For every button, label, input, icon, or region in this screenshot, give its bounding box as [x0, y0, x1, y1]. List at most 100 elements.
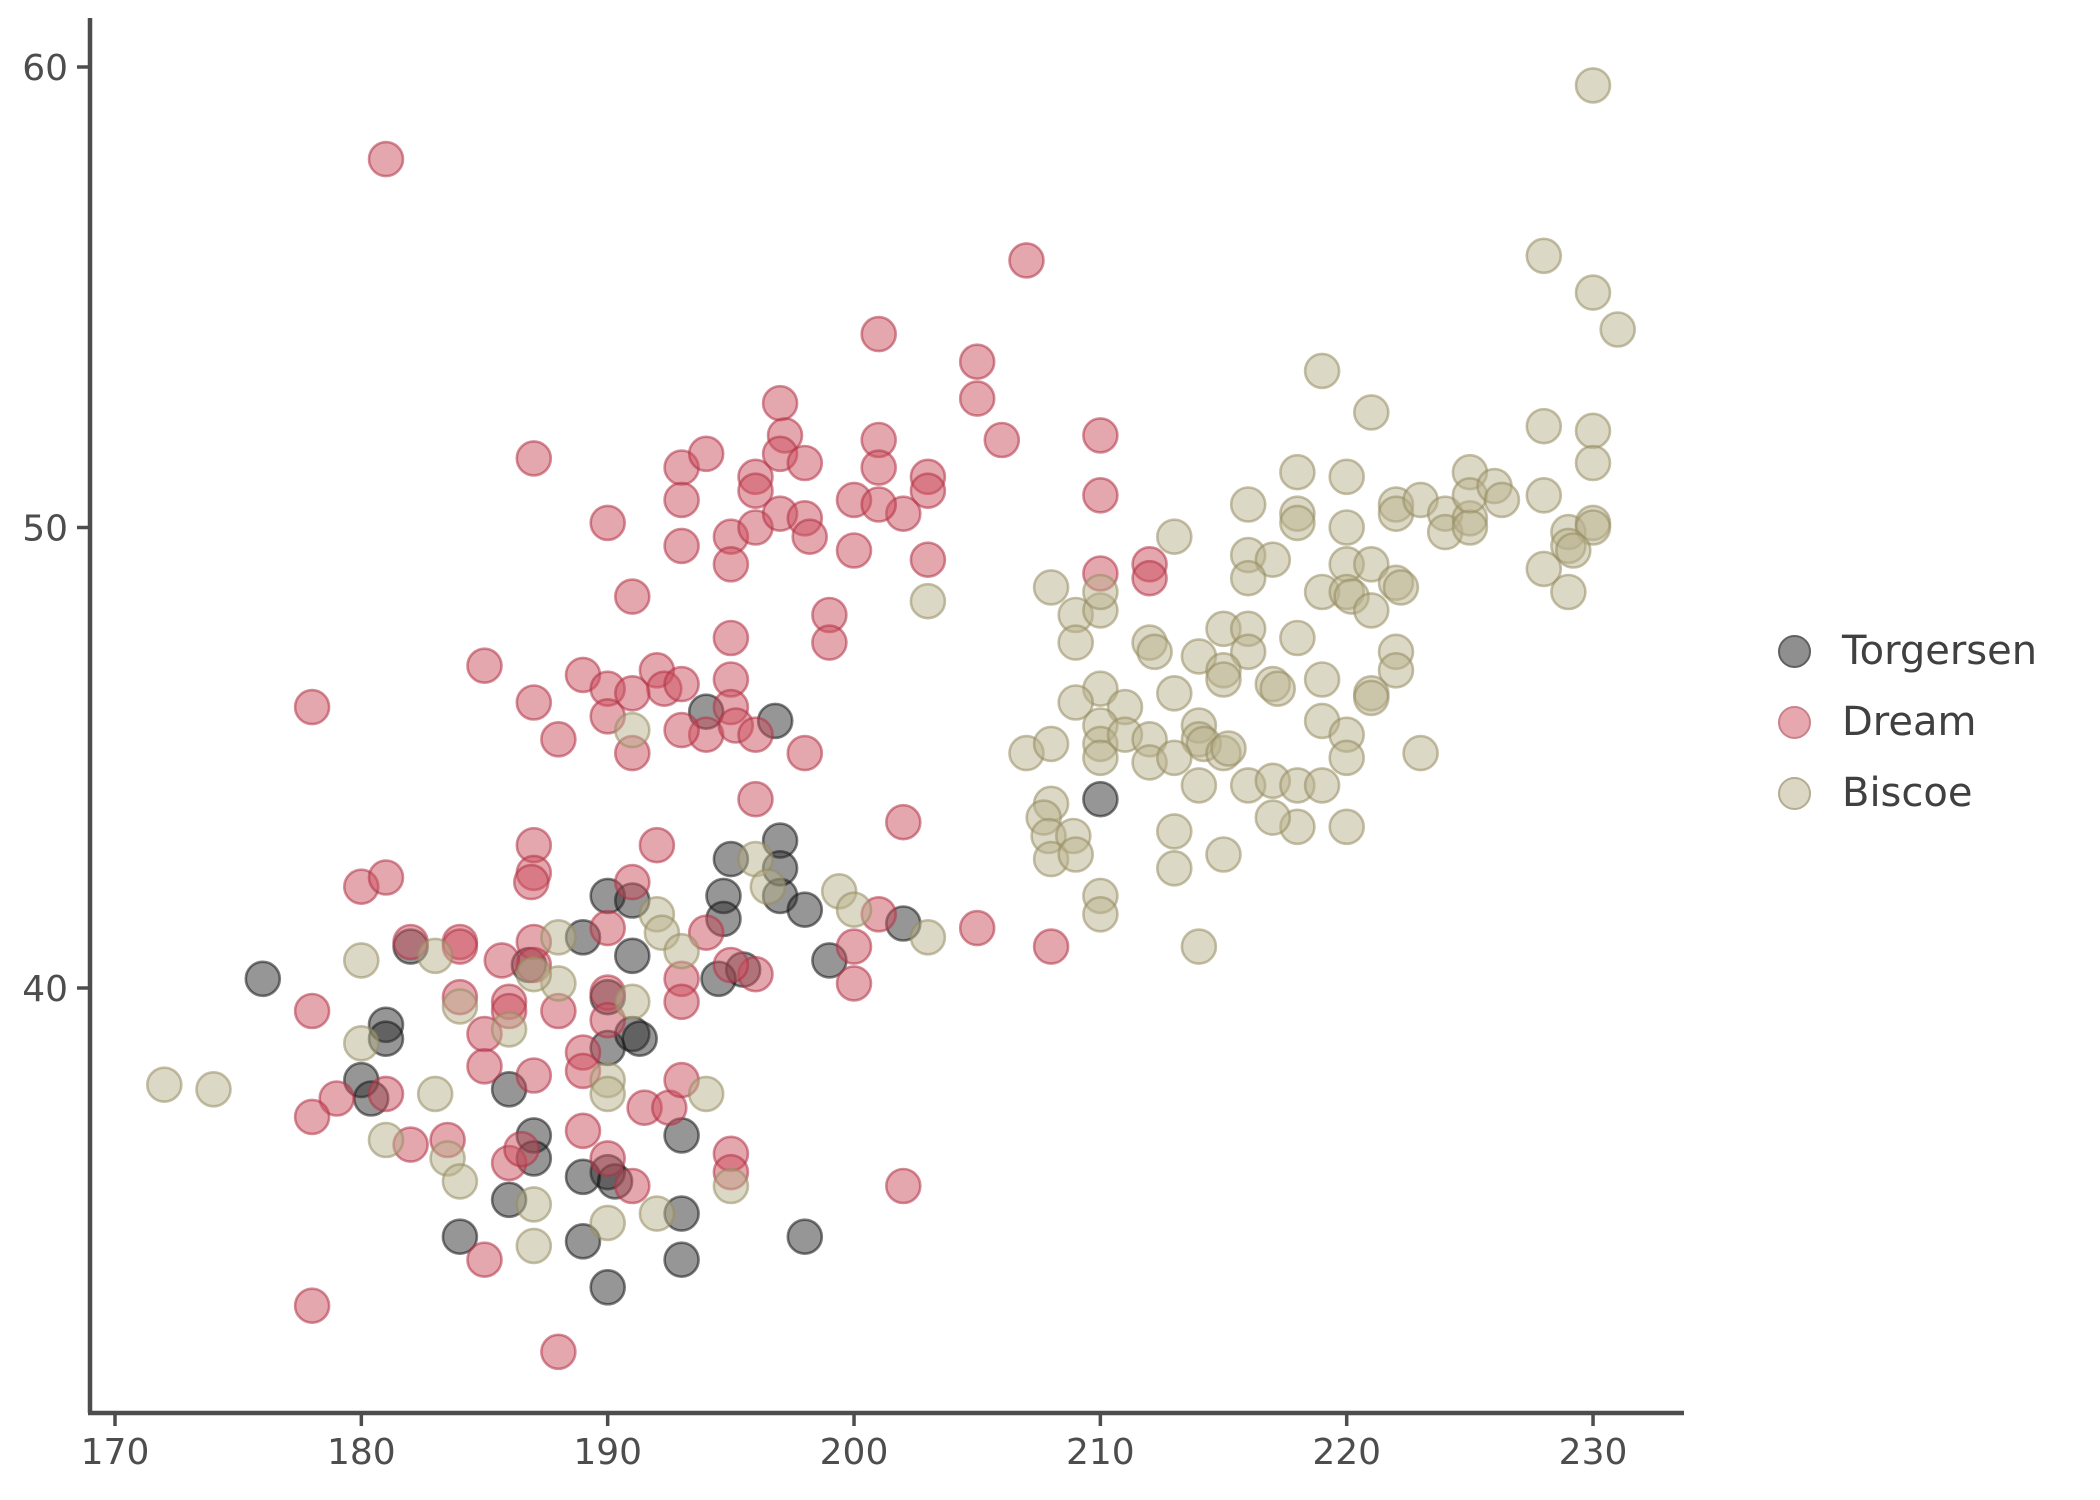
data-point-biscoe: [1205, 836, 1242, 873]
data-point-biscoe: [687, 1075, 725, 1113]
data-point-dream: [712, 619, 750, 657]
data-point-dream: [293, 688, 331, 726]
data-point-biscoe: [441, 1163, 479, 1200]
data-point-dream: [958, 343, 996, 381]
x-tick-label-230: 230: [1559, 1432, 1628, 1473]
data-point-biscoe: [1353, 592, 1390, 629]
legend-label-dream: Dream: [1842, 699, 1977, 745]
data-point-biscoe: [1057, 624, 1094, 661]
data-point-dream: [483, 942, 521, 979]
data-point-dream: [761, 384, 799, 422]
data-point-biscoe: [1156, 518, 1193, 556]
data-point-biscoe: [1303, 661, 1341, 698]
data-point-biscoe: [540, 918, 577, 956]
data-point-dream: [663, 711, 700, 749]
data-point-biscoe: [1599, 311, 1636, 348]
data-point-biscoe: [1180, 767, 1218, 804]
data-point-torgersen: [613, 937, 651, 975]
data-point-torgersen: [589, 1269, 627, 1306]
data-point-dream: [589, 504, 627, 542]
data-point-biscoe: [342, 942, 380, 979]
data-point-biscoe: [1229, 633, 1267, 671]
data-point-dream: [663, 527, 700, 565]
data-point-dream: [1082, 476, 1119, 514]
data-point-biscoe: [1402, 734, 1439, 772]
data-point-dream: [613, 1167, 651, 1205]
data-point-dream: [512, 863, 550, 901]
data-point-biscoe: [1057, 836, 1094, 873]
data-point-biscoe: [909, 582, 947, 620]
legend-label-biscoe: Biscoe: [1842, 770, 1973, 816]
data-point-biscoe: [515, 955, 553, 993]
data-point-biscoe: [1156, 849, 1193, 887]
data-point-dream: [613, 578, 651, 615]
data-point-biscoe: [1483, 481, 1521, 519]
data-point-dream: [712, 545, 750, 583]
data-point-dream: [589, 1001, 627, 1039]
legend-item-biscoe: Biscoe: [1778, 772, 2037, 814]
x-tick-label-180: 180: [327, 1432, 396, 1473]
data-point-biscoe: [1156, 674, 1193, 712]
x-tick-label-220: 220: [1312, 1432, 1381, 1473]
data-point-dream: [663, 983, 700, 1021]
data-point-dream: [712, 946, 750, 984]
data-point-dream: [909, 541, 947, 579]
legend-label-torgersen: Torgersen: [1842, 628, 2038, 674]
data-point-biscoe: [1550, 573, 1587, 611]
data-point-dream: [515, 684, 553, 721]
data-point-biscoe: [1279, 453, 1316, 491]
data-point-biscoe: [1205, 661, 1242, 698]
data-point-dream: [1032, 928, 1070, 965]
data-point-biscoe: [1156, 739, 1193, 777]
data-point-biscoe: [712, 1167, 750, 1205]
data-point-biscoe: [1574, 509, 1612, 546]
data-point-dream: [786, 734, 824, 772]
data-point-biscoe: [663, 932, 700, 970]
legend: Torgersen Dream Biscoe: [1778, 630, 2037, 814]
data-point-biscoe: [1555, 532, 1592, 569]
data-point-biscoe: [1451, 509, 1489, 546]
data-point-torgersen: [244, 960, 282, 998]
data-point-biscoe: [835, 891, 873, 929]
data-point-dream: [589, 1140, 627, 1177]
data-point-biscoe: [1156, 813, 1193, 850]
y-tick-label-40: 40: [22, 969, 68, 1010]
data-point-dream: [540, 1333, 577, 1371]
series-torgersen: [244, 693, 1119, 1306]
data-point-dream: [983, 421, 1021, 459]
x-tick-label-170: 170: [81, 1432, 150, 1473]
data-point-biscoe: [1525, 476, 1563, 514]
data-point-dream: [1082, 417, 1119, 454]
data-point-biscoe: [1136, 633, 1173, 671]
data-point-biscoe: [367, 1121, 405, 1159]
biscoe-swatch-icon: [1778, 776, 1811, 810]
data-point-biscoe: [1082, 895, 1119, 933]
data-point-biscoe: [1057, 684, 1094, 721]
data-point-dream: [835, 928, 873, 965]
data-point-biscoe: [1353, 394, 1390, 431]
data-point-biscoe: [416, 937, 454, 975]
data-point-dream: [540, 720, 577, 758]
data-point-dream: [466, 647, 503, 685]
data-point-dream: [687, 435, 725, 473]
data-point-biscoe: [1328, 808, 1365, 846]
x-tick-label-210: 210: [1066, 1432, 1135, 1473]
data-point-dream: [835, 532, 873, 569]
data-point-biscoe: [490, 1011, 528, 1048]
data-point-biscoe: [195, 1071, 232, 1108]
data-point-torgersen: [663, 1241, 700, 1278]
data-point-biscoe: [1574, 412, 1612, 450]
data-point-dream: [663, 481, 700, 519]
data-point-dream: [687, 914, 725, 952]
data-point-dream: [811, 624, 848, 661]
data-point-dream: [958, 380, 996, 417]
data-point-biscoe: [1279, 619, 1316, 657]
data-point-dream: [663, 665, 700, 703]
data-point-biscoe: [1353, 545, 1390, 583]
data-point-torgersen: [564, 1223, 602, 1260]
data-point-biscoe: [1328, 509, 1365, 546]
data-point-biscoe: [1525, 237, 1563, 275]
data-point-biscoe: [1382, 569, 1420, 606]
data-point-torgersen: [786, 891, 824, 929]
